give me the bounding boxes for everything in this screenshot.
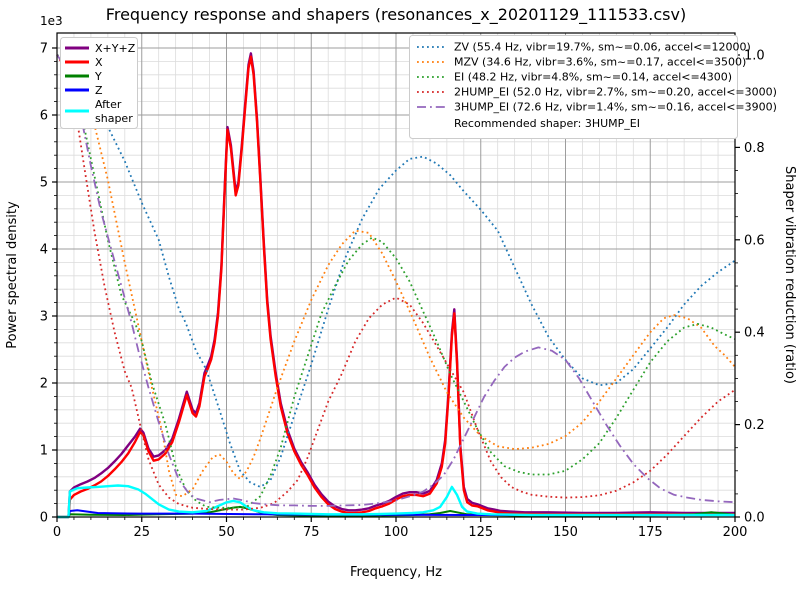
y-right-tick-label: 0.8 (744, 141, 765, 156)
y-left-axis-label: Power spectral density (5, 201, 20, 349)
legend-psd-label: X (95, 56, 103, 69)
legend-psd-box (60, 37, 138, 129)
legend-recommended-shaper: Recommended shaper: 3HUMP_EI (454, 117, 640, 130)
series-shaper-3hump-ei (56, 54, 736, 507)
x-tick-label: 100 (384, 525, 409, 540)
series-shaper-zv (56, 54, 736, 488)
series-shaper-ei (56, 54, 736, 509)
legend-shaper-label: 2HUMP_EI (52.0 Hz, vibr=2.7%, sm~=0.20, … (454, 86, 777, 99)
chart-title: Frequency response and shapers (resonanc… (106, 5, 686, 25)
legend-psd-label: shaper (95, 112, 133, 125)
legend-psd-label: X+Y+Z (95, 42, 136, 55)
y-right-tick-label: 0.4 (744, 326, 765, 341)
legend-shaper-label: EI (48.2 Hz, vibr=4.8%, sm~=0.14, accel<… (454, 71, 732, 84)
y-left-tick-label: 0 (40, 511, 48, 526)
x-tick-label: 150 (553, 525, 578, 540)
y-left-tick-label: 3 (40, 310, 48, 325)
y-right-tick-label: 0.2 (744, 418, 765, 433)
y-left-tick-label: 5 (40, 176, 48, 191)
legend-psd-label: Z (95, 84, 103, 97)
x-axis-label: Frequency, Hz (350, 565, 442, 580)
y-left-tick-label: 2 (40, 377, 48, 392)
x-tick-label: 75 (303, 525, 320, 540)
x-tick-label: 0 (53, 525, 61, 540)
legend-shaper-label: ZV (55.4 Hz, vibr=19.7%, sm~=0.06, accel… (454, 41, 751, 54)
y-left-tick-label: 7 (40, 42, 48, 57)
x-tick-label: 175 (638, 525, 663, 540)
y-left-offset-label: 1e3 (40, 14, 63, 28)
series-psd-x (57, 55, 735, 519)
y-right-tick-label: 1.0 (744, 49, 765, 64)
series-psd-after-shaper (57, 484, 735, 519)
legend-shaper-label: 3HUMP_EI (72.6 Hz, vibr=1.4%, sm~=0.16, … (454, 101, 777, 114)
x-tick-label: 50 (218, 525, 235, 540)
y-right-tick-label: 0.0 (744, 511, 765, 526)
y-left-tick-label: 4 (40, 243, 48, 258)
y-left-tick-label: 6 (40, 109, 48, 124)
legend-shaper-label: MZV (34.6 Hz, vibr=3.6%, sm~=0.17, accel… (454, 56, 746, 69)
y-right-axis-label: Shaper vibration reduction (ratio) (782, 166, 797, 384)
x-tick-label: 200 (723, 525, 748, 540)
y-right-tick-label: 0.6 (744, 233, 765, 248)
x-tick-label: 125 (468, 525, 493, 540)
y-left-tick-label: 1 (40, 444, 48, 459)
series-shaper-2hump-ei (56, 54, 736, 511)
legend-psd-label: After (95, 98, 122, 111)
legend-psd-label: Y (94, 70, 102, 83)
legend-shapers-box (409, 35, 738, 139)
x-tick-label: 25 (133, 525, 150, 540)
